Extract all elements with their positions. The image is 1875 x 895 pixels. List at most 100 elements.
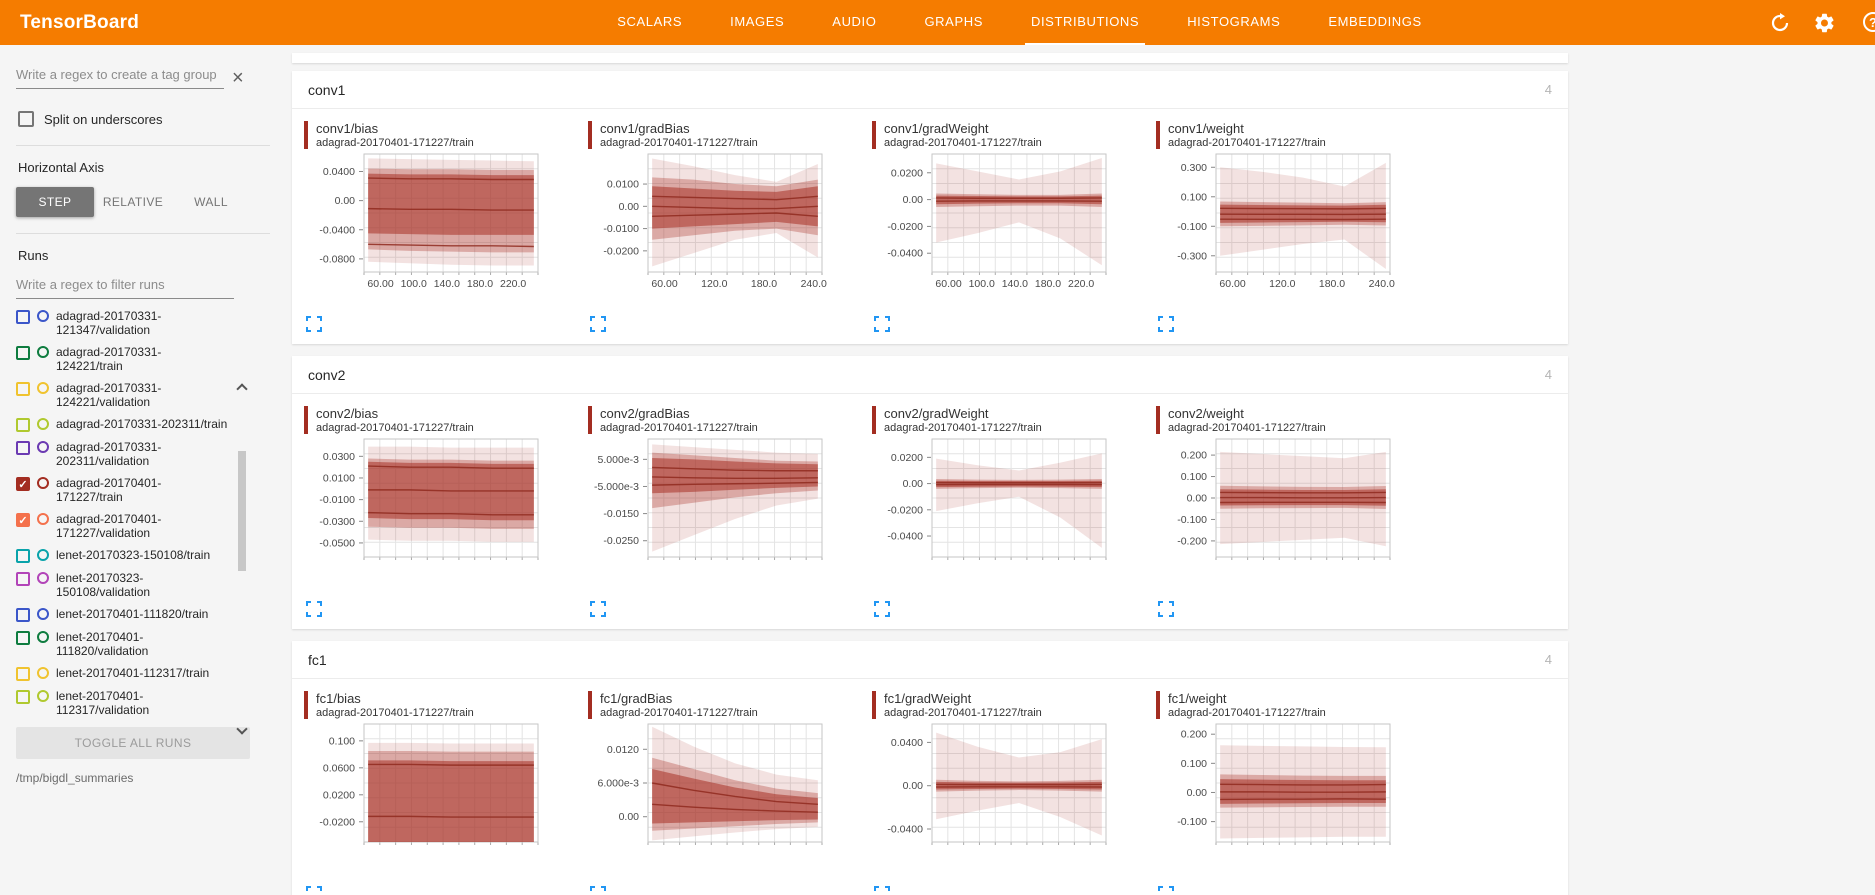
expand-chart-icon[interactable]	[306, 316, 324, 334]
expand-chart-icon[interactable]	[1158, 316, 1176, 334]
split-underscores-checkbox[interactable]	[18, 111, 34, 127]
checkbox-icon[interactable]	[16, 690, 30, 704]
run-item[interactable]: adagrad-20170331-202311/train	[16, 417, 230, 432]
distribution-plot[interactable]: 0.0120 6.000e-3 0.00	[580, 721, 832, 871]
chart-name: fc1/gradWeight	[884, 691, 972, 706]
refresh-icon[interactable]	[1769, 12, 1791, 34]
tab-graphs[interactable]: GRAPHS	[924, 14, 983, 29]
distribution-plot[interactable]: 0.300 0.100 -0.100 -0.300 60.00 120.0 180.0 240…	[1148, 151, 1400, 301]
svg-text:-0.0400: -0.0400	[887, 824, 923, 836]
distribution-plot[interactable]: 0.0400 0.00 -0.0400	[864, 721, 1116, 871]
toggle-all-runs-button[interactable]: TOGGLE ALL RUNS	[16, 727, 250, 759]
run-item[interactable]: lenet-20170401-112317/validation	[16, 689, 230, 717]
distribution-plot[interactable]: 5.000e-3 -5.000e-3 -0.0150 -0.0250	[580, 436, 832, 586]
expand-chart-icon[interactable]	[874, 601, 892, 619]
scroll-up-icon[interactable]	[236, 383, 248, 395]
checkbox-icon[interactable]	[16, 346, 30, 360]
tag-group-regex-input[interactable]	[16, 63, 224, 89]
radio-icon[interactable]	[37, 690, 49, 702]
radio-icon[interactable]	[37, 346, 49, 358]
svg-text:0.00: 0.00	[903, 780, 924, 792]
axis-option-relative[interactable]: RELATIVE	[102, 195, 164, 209]
checkbox-icon[interactable]	[16, 382, 30, 396]
expand-chart-icon[interactable]	[1158, 601, 1176, 619]
checkbox-icon[interactable]	[16, 667, 30, 681]
runs-scrollbar[interactable]	[236, 383, 248, 735]
checkbox-icon[interactable]	[16, 310, 30, 324]
checkbox-icon[interactable]	[16, 441, 30, 455]
run-item[interactable]: ✓ adagrad-20170401-171227/train	[16, 476, 230, 504]
run-item[interactable]: adagrad-20170331-124221/validation	[16, 381, 230, 409]
distribution-plot[interactable]: 0.0400 0.00 -0.0400 -0.0800 60.00 100.0 140.0 1…	[296, 151, 548, 301]
section-header-conv2[interactable]: conv2 4	[292, 356, 1568, 394]
expand-chart-icon[interactable]	[874, 316, 892, 334]
axis-option-step[interactable]: STEP	[16, 187, 94, 217]
radio-icon[interactable]	[37, 549, 49, 561]
radio-icon[interactable]	[37, 513, 49, 525]
run-color-bar	[588, 121, 592, 149]
distribution-plot[interactable]: 0.100 0.0600 0.0200 -0.0200	[296, 721, 548, 871]
run-item[interactable]: lenet-20170323-150108/validation	[16, 571, 230, 599]
radio-icon[interactable]	[37, 572, 49, 584]
checkbox-icon[interactable]	[16, 631, 30, 645]
axis-option-wall[interactable]: WALL	[194, 195, 228, 209]
run-label: adagrad-20170331-121347/validation	[56, 309, 162, 337]
chart-run-name: adagrad-20170401-171227/train	[884, 137, 1042, 149]
distribution-plot[interactable]: 0.0100 0.00 -0.0100 -0.0200 60.00 120.0 180.0 2…	[580, 151, 832, 301]
checkbox-icon[interactable]	[16, 572, 30, 586]
checkbox-icon[interactable]	[16, 418, 30, 432]
split-underscores-row[interactable]: Split on underscores	[18, 111, 270, 127]
distribution-plot[interactable]: 0.0200 0.00 -0.0200 -0.0400	[864, 436, 1116, 586]
expand-chart-icon[interactable]	[874, 886, 892, 895]
radio-icon[interactable]	[37, 667, 49, 679]
radio-icon[interactable]	[37, 382, 49, 394]
radio-icon[interactable]	[37, 477, 49, 489]
gear-icon[interactable]	[1813, 12, 1835, 34]
svg-text:-0.0150: -0.0150	[603, 508, 639, 520]
tab-histograms[interactable]: HISTOGRAMS	[1187, 14, 1281, 29]
checkbox-checked-icon[interactable]: ✓	[16, 477, 30, 491]
expand-chart-icon[interactable]	[590, 886, 608, 895]
help-icon[interactable]: ?	[1863, 12, 1875, 32]
scroll-down-icon[interactable]	[236, 723, 248, 735]
radio-icon[interactable]	[37, 608, 49, 620]
expand-chart-icon[interactable]	[590, 316, 608, 334]
radio-icon[interactable]	[37, 310, 49, 322]
svg-text:0.200: 0.200	[1181, 450, 1207, 462]
run-item[interactable]: ✓ adagrad-20170401-171227/validation	[16, 512, 230, 540]
run-item[interactable]: adagrad-20170331-124221/train	[16, 345, 230, 373]
tab-distributions[interactable]: DISTRIBUTIONS	[1024, 0, 1146, 45]
distribution-plot[interactable]: 0.0200 0.00 -0.0200 -0.0400 60.00 100.0 140.0 1…	[864, 151, 1116, 301]
chart-card-fc1-bias: fc1/bias adagrad-20170401-171227/train 0.1…	[296, 687, 580, 895]
tab-audio[interactable]: AUDIO	[832, 14, 877, 29]
section-header-conv1[interactable]: conv1 4	[292, 71, 1568, 109]
radio-icon[interactable]	[37, 631, 49, 643]
run-item[interactable]: adagrad-20170331-202311/validation	[16, 440, 230, 468]
scrollbar-thumb[interactable]	[238, 451, 246, 571]
distribution-plot[interactable]: 0.0300 0.0100 -0.0100 -0.0300 -0.0500	[296, 436, 548, 586]
close-icon[interactable]: ×	[232, 67, 244, 89]
run-item[interactable]: lenet-20170323-150108/train	[16, 548, 230, 563]
checkbox-icon[interactable]	[16, 608, 30, 622]
tab-images[interactable]: IMAGES	[730, 14, 785, 29]
tab-scalars[interactable]: SCALARS	[617, 14, 683, 29]
expand-chart-icon[interactable]	[590, 601, 608, 619]
expand-chart-icon[interactable]	[1158, 886, 1176, 895]
run-item[interactable]: lenet-20170401-111820/validation	[16, 630, 230, 658]
distribution-plot[interactable]: 0.200 0.100 0.00 -0.100	[1148, 721, 1400, 871]
checkbox-checked-icon[interactable]: ✓	[16, 513, 30, 527]
tab-embeddings[interactable]: EMBEDDINGS	[1328, 14, 1422, 29]
run-color-bar	[304, 691, 308, 719]
expand-chart-icon[interactable]	[306, 601, 324, 619]
run-item[interactable]: lenet-20170401-111820/train	[16, 607, 230, 622]
run-item[interactable]: lenet-20170401-112317/train	[16, 666, 230, 681]
horizontal-axis-label: Horizontal Axis	[18, 160, 104, 175]
checkbox-icon[interactable]	[16, 549, 30, 563]
radio-icon[interactable]	[37, 441, 49, 453]
section-header-fc1[interactable]: fc1 4	[292, 641, 1568, 679]
runs-filter-input[interactable]	[16, 275, 234, 299]
expand-chart-icon[interactable]	[306, 886, 324, 895]
run-item[interactable]: adagrad-20170331-121347/validation	[16, 309, 230, 337]
distribution-plot[interactable]: 0.200 0.100 0.00 -0.100 -0.200	[1148, 436, 1400, 586]
radio-icon[interactable]	[37, 418, 49, 430]
